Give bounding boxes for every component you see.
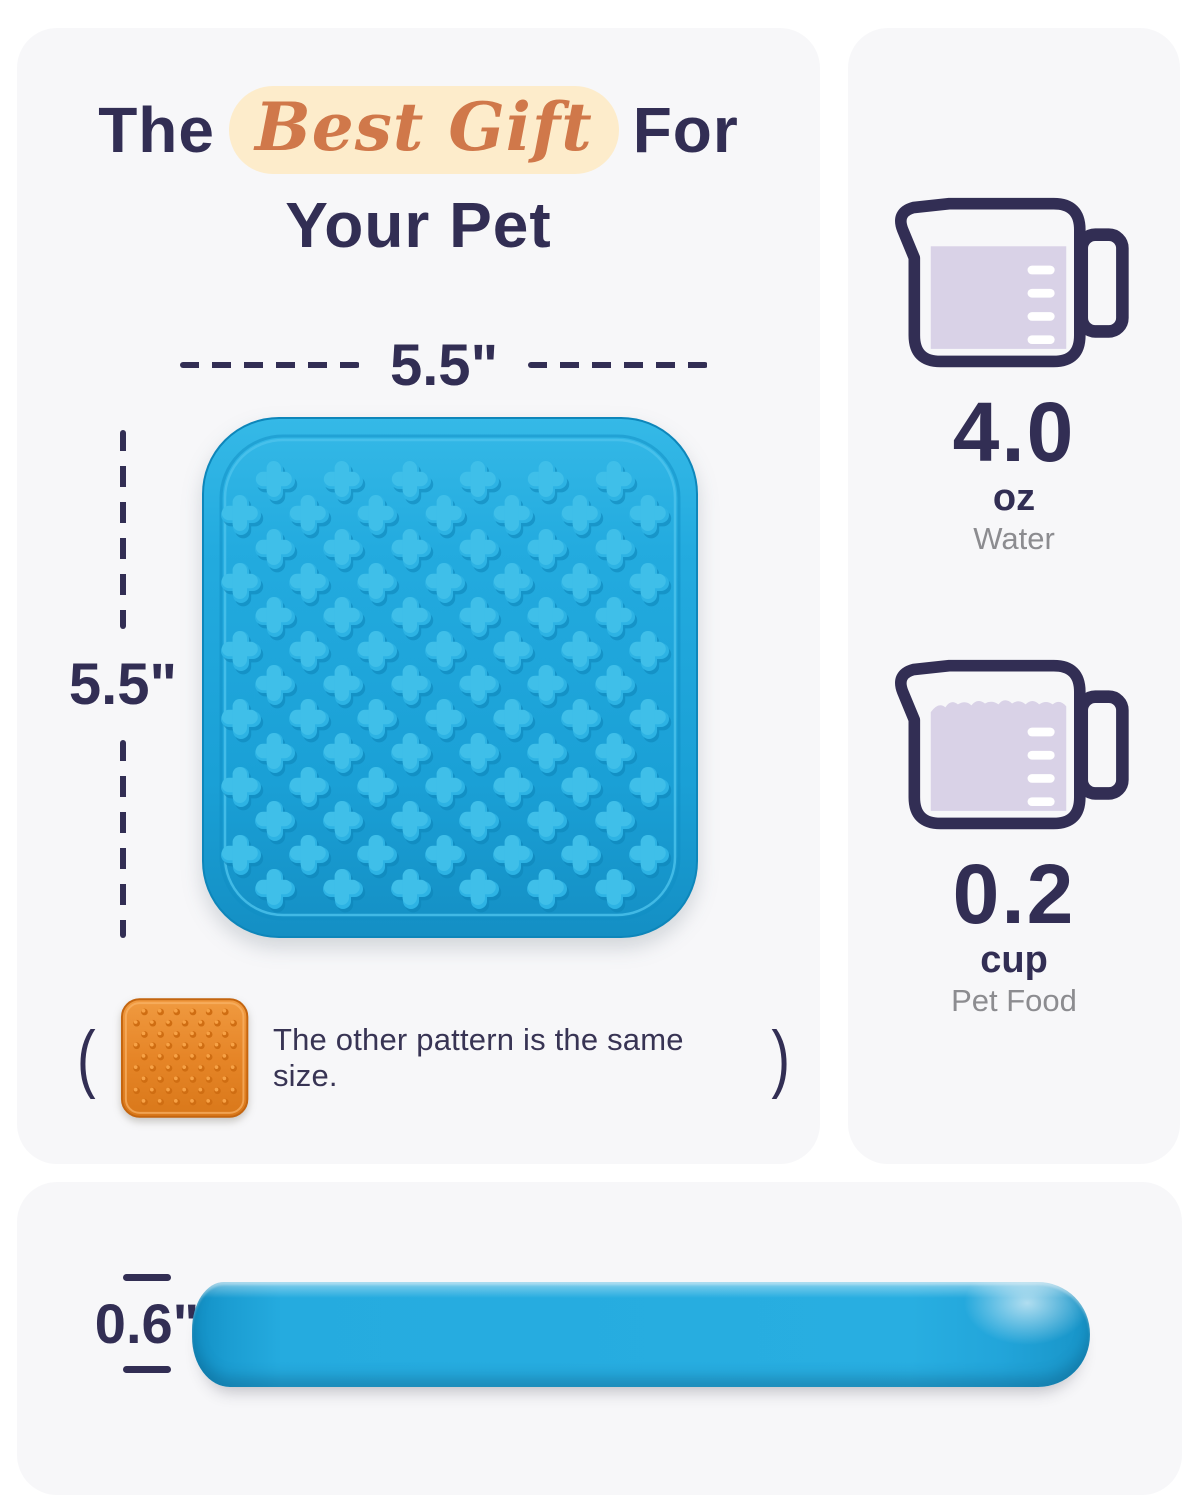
width-dimension: 5.5" — [180, 328, 709, 402]
title-post: For — [632, 94, 739, 166]
title-line-2: Your Pet — [285, 189, 552, 261]
height-dimension: 5.5" — [53, 430, 193, 938]
water-amount-value: 4.0 — [952, 385, 1076, 479]
food-amount-value: 0.2 — [952, 847, 1076, 941]
blue-lick-mat-top-view-image — [202, 417, 698, 938]
measuring-cup-water-icon — [895, 197, 1129, 368]
pattern-note-text: The other pattern is the same size. — [272, 1022, 684, 1093]
capacity-panel: 4.0 oz Water 0.2 cup Pet Food — [848, 28, 1180, 1164]
food-capacity: 0.2 cup Pet Food — [848, 653, 1180, 1019]
thickness-label: 0.6" — [94, 1292, 200, 1355]
measuring-cup-food-icon — [895, 659, 1129, 830]
tick-mark-top — [123, 1274, 171, 1281]
food-amount-unit: cup — [980, 939, 1048, 981]
dashed-line-bottom — [120, 739, 126, 938]
title-line-1: The Best Gift For — [17, 78, 820, 182]
title-highlight: Best Gift — [228, 86, 619, 174]
open-paren: ( — [77, 1014, 96, 1100]
water-amount-unit: oz — [992, 477, 1036, 519]
thickness-panel: 0.6" — [17, 1182, 1182, 1495]
close-paren: ) — [771, 1014, 790, 1100]
water-amount-label: Water — [973, 521, 1055, 556]
page-title: The Best Gift For Your Pet — [17, 78, 820, 262]
dashed-line-left — [180, 362, 360, 368]
pattern-note: ( The other pattern — [77, 990, 790, 1126]
height-label: 5.5" — [68, 651, 178, 717]
food-amount-label: Pet Food — [951, 983, 1077, 1018]
tick-mark-bottom — [123, 1366, 171, 1373]
thickness-dimension: 0.6" — [69, 1274, 225, 1373]
orange-lick-mat-thumbnail-image — [120, 998, 248, 1118]
dashed-line-right — [528, 362, 709, 368]
dimensions-panel: The Best Gift For Your Pet 5.5" 5.5" — [17, 28, 820, 1164]
blue-lick-mat-side-view-image — [192, 1282, 1090, 1387]
water-capacity: 4.0 oz Water — [848, 191, 1180, 557]
dashed-line-top — [120, 430, 126, 629]
title-pre: The — [98, 94, 215, 166]
width-label: 5.5" — [389, 332, 499, 398]
